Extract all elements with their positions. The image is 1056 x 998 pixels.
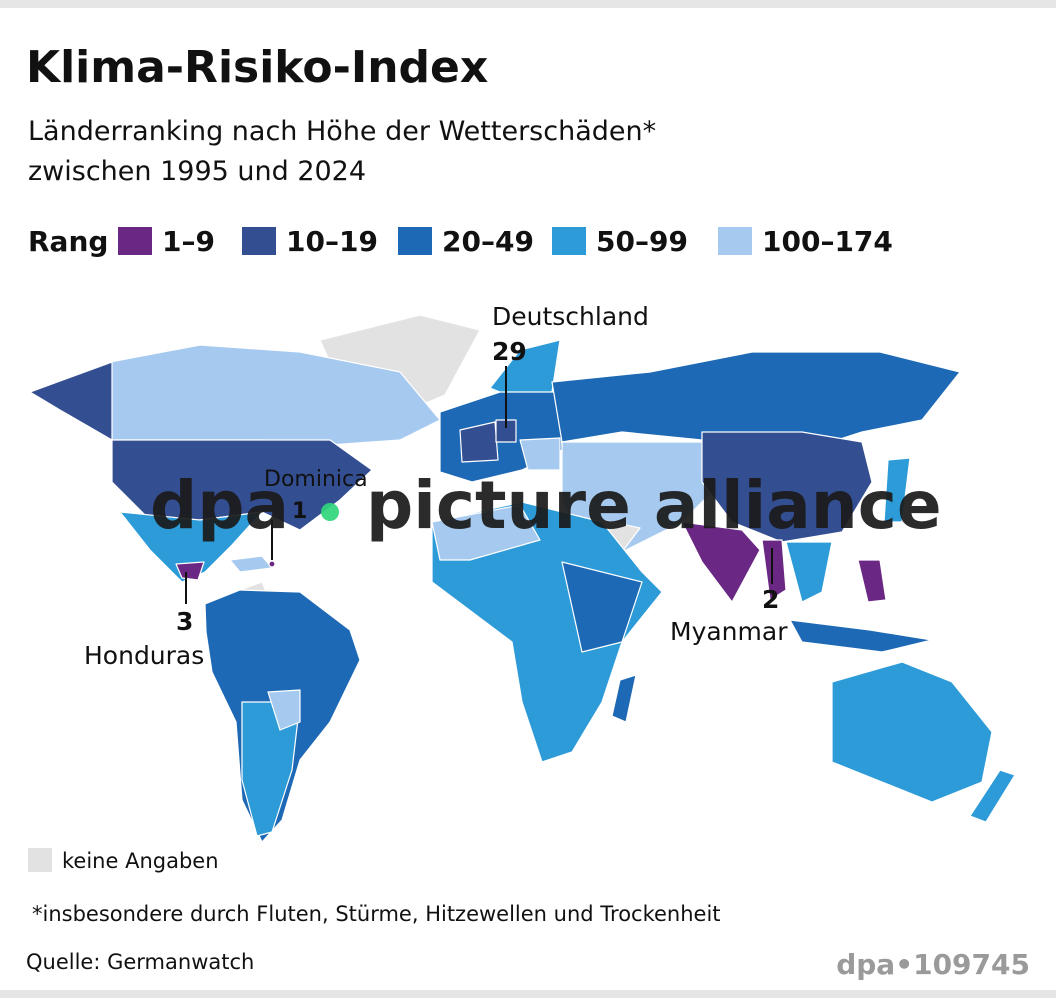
region — [267, 689, 301, 731]
region — [785, 541, 833, 603]
region — [495, 419, 517, 443]
region — [268, 560, 276, 568]
region — [681, 521, 761, 603]
top-bar — [0, 0, 1056, 8]
annotation-rank: 2 — [762, 585, 779, 614]
legend-item-label: 100–174 — [762, 225, 893, 258]
legend: Rang 1–9 10–19 20–49 50–99 100–174 — [28, 225, 893, 258]
region — [111, 439, 373, 531]
legend-label: Rang — [28, 225, 108, 258]
annotation-rank: 1 — [292, 499, 307, 524]
region — [519, 437, 561, 471]
legend-item-label: 1–9 — [162, 225, 215, 258]
watermark-dot — [321, 503, 339, 521]
region — [761, 539, 787, 601]
legend-swatch — [398, 227, 432, 255]
legend-item-label: 20–49 — [442, 225, 534, 258]
annotation-rank: 3 — [176, 607, 193, 636]
watermark: dpa picture alliance — [150, 467, 942, 544]
region — [969, 769, 1016, 823]
legend-swatch — [242, 227, 276, 255]
region — [459, 421, 499, 463]
region — [789, 619, 933, 653]
watermark-text: picture alliance — [366, 467, 942, 544]
title: Klima-Risiko-Index — [26, 42, 488, 93]
annotation-country: Myanmar — [670, 617, 788, 646]
region — [831, 661, 993, 803]
no-data-swatch — [28, 848, 52, 872]
subtitle: zwischen 1995 und 2024 — [28, 156, 366, 187]
legend-swatch — [718, 227, 752, 255]
annotation-country: Honduras — [84, 641, 204, 670]
legend-swatch — [118, 227, 152, 255]
graphic-id: dpa•109745 — [836, 948, 1030, 981]
legend-item-label: 10–19 — [286, 225, 378, 258]
annotation-rank: 29 — [492, 337, 527, 366]
region — [551, 351, 961, 453]
region — [883, 457, 911, 523]
legend-swatch — [552, 227, 586, 255]
annotation-country: Deutschland — [492, 302, 649, 331]
source: Quelle: Germanwatch — [26, 950, 254, 974]
region — [119, 511, 263, 583]
subtitle: Länderranking nach Höhe der Wetterschäde… — [28, 116, 656, 147]
no-data-label: keine Angaben — [62, 849, 219, 873]
region — [431, 504, 541, 561]
region — [229, 555, 273, 573]
region — [561, 561, 643, 653]
region — [29, 361, 113, 441]
world-map — [29, 314, 1016, 843]
region — [857, 559, 887, 603]
legend-item-label: 50–99 — [596, 225, 688, 258]
region — [431, 501, 663, 763]
annotation-country: Dominica — [264, 467, 368, 492]
region — [701, 431, 873, 543]
watermark-text: dpa — [150, 467, 289, 544]
region — [611, 674, 637, 723]
bottom-bar — [0, 990, 1056, 998]
footnote: *insbesondere durch Fluten, Stürme, Hitz… — [32, 902, 721, 926]
region — [175, 561, 205, 581]
